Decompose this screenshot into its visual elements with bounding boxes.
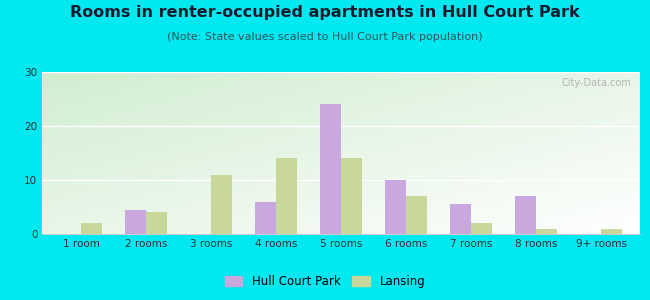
Bar — [146, 212, 167, 234]
Bar — [450, 204, 471, 234]
Bar — [211, 175, 232, 234]
Legend: Hull Court Park, Lansing: Hull Court Park, Lansing — [220, 270, 430, 292]
Text: (Note: State values scaled to Hull Court Park population): (Note: State values scaled to Hull Court… — [167, 32, 483, 41]
Bar — [276, 158, 297, 234]
Bar — [125, 210, 146, 234]
Bar — [601, 229, 622, 234]
Text: City-Data.com: City-Data.com — [562, 79, 631, 88]
Bar — [385, 180, 406, 234]
Bar — [406, 196, 427, 234]
Bar — [341, 158, 362, 234]
Bar — [536, 229, 557, 234]
Bar — [515, 196, 536, 234]
Bar — [471, 223, 492, 234]
Bar — [255, 202, 276, 234]
Bar — [81, 223, 102, 234]
Bar — [320, 104, 341, 234]
Text: Rooms in renter-occupied apartments in Hull Court Park: Rooms in renter-occupied apartments in H… — [70, 4, 580, 20]
